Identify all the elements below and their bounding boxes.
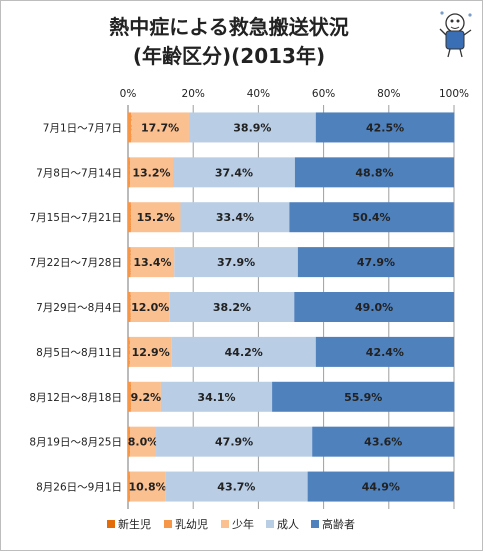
- bar-segment-2: [130, 202, 181, 233]
- bar-segment-3: [180, 202, 290, 233]
- bar-segment-1: [128, 381, 131, 412]
- data-label: 37.9%: [217, 256, 255, 269]
- bar-segment-4: [315, 112, 455, 143]
- data-label: 17.7%: [141, 121, 179, 134]
- bar-segment-4: [307, 471, 454, 502]
- data-label: 33.4%: [216, 211, 254, 224]
- data-label: 10.8%: [128, 481, 166, 494]
- category-label: 7月22日～7月28日: [29, 257, 122, 269]
- bar-segment-2: [129, 471, 166, 502]
- category-label: 8月26日～9月1日: [36, 482, 122, 494]
- data-label: 43.6%: [364, 436, 402, 449]
- data-label: 13.2%: [132, 166, 170, 179]
- category-label: 8月5日～8月11日: [36, 347, 122, 359]
- bar-segment-1: [128, 202, 131, 233]
- data-label: 9.2%: [131, 391, 162, 404]
- bar-segment-3: [172, 157, 295, 188]
- bar-segment-1: [128, 426, 130, 457]
- legend-swatch: [311, 520, 319, 528]
- x-tick-label: 20%: [182, 88, 205, 100]
- data-label: 55.9%: [344, 391, 382, 404]
- data-label: 37.4%: [215, 166, 253, 179]
- x-tick-label: 80%: [377, 88, 400, 100]
- bar-segment-2: [129, 157, 173, 188]
- bar-segment-4: [272, 381, 455, 412]
- data-label: 12.9%: [132, 346, 170, 359]
- bar-segment-3: [169, 292, 295, 322]
- data-label: 42.5%: [366, 121, 404, 134]
- bar-segment-3: [165, 471, 308, 502]
- legend-label: 少年: [232, 517, 254, 531]
- bar-segment-2: [129, 336, 172, 367]
- bar-segment-1: [128, 112, 132, 143]
- x-tick-label: 100%: [439, 88, 469, 100]
- bar-segment-3: [174, 247, 298, 278]
- category-label: 8月19日～8月25日: [29, 437, 122, 449]
- bar-segment-1: [128, 336, 130, 367]
- bar-segment-2: [130, 381, 161, 412]
- bar-segment-1: [128, 471, 130, 502]
- plot-area: 0%20%40%60%80%100%7月1日～7月7日0.0%1.0%17.7%…: [29, 88, 469, 509]
- bar-segment-1: [128, 157, 130, 188]
- data-label: 47.9%: [357, 256, 395, 269]
- category-label: 7月15日～7月21日: [29, 212, 122, 224]
- bar-segment-4: [315, 336, 454, 367]
- bar-segment-2: [130, 247, 175, 278]
- mascot-icon: [439, 11, 472, 58]
- data-label: 48.8%: [355, 166, 393, 179]
- chart-title-line2: (年齢区分)(2013年): [133, 44, 325, 68]
- legend-label: 新生児: [118, 517, 151, 531]
- data-label: 38.9%: [233, 121, 271, 134]
- bar-segment-3: [171, 336, 316, 367]
- bar-segment-1: [128, 292, 131, 322]
- data-label: 50.4%: [352, 211, 390, 224]
- x-tick-label: 60%: [312, 88, 335, 100]
- bar-segment-3: [160, 381, 273, 412]
- data-label: 42.4%: [366, 346, 404, 359]
- bar-segment-4: [289, 202, 454, 233]
- x-tick-label: 40%: [247, 88, 270, 100]
- data-label: 43.7%: [217, 481, 255, 494]
- data-label: 13.4%: [133, 256, 171, 269]
- legend-swatch: [107, 520, 115, 528]
- bar-segment-4: [294, 157, 454, 188]
- data-label: 34.1%: [197, 391, 235, 404]
- legend-label: 乳幼児: [175, 518, 208, 531]
- legend: 新生児 乳幼児 少年 成人 高齢者: [107, 517, 355, 531]
- data-label: 8.0%: [128, 436, 159, 449]
- legend-swatch: [164, 520, 172, 528]
- legend-label: 高齢者: [322, 517, 355, 531]
- legend-swatch: [221, 520, 229, 528]
- data-label: 44.9%: [362, 481, 400, 494]
- data-label: 49.0%: [355, 301, 393, 314]
- chart-title-line1: 熱中症による救急搬送状況: [109, 15, 348, 39]
- data-label: 38.2%: [213, 301, 251, 314]
- bar-segment-4: [312, 426, 455, 457]
- bar-segment-2: [131, 112, 189, 143]
- legend-swatch: [266, 520, 274, 528]
- x-tick-label: 0%: [120, 88, 137, 100]
- bar-segment-3: [156, 426, 313, 457]
- category-label: 8月12日～8月18日: [29, 392, 122, 404]
- bar-segment-4: [294, 292, 454, 322]
- data-label: 47.9%: [215, 436, 253, 449]
- bar-segment-3: [188, 112, 316, 143]
- data-label: 44.2%: [225, 346, 263, 359]
- legend-label: 成人: [277, 518, 299, 531]
- data-label: 15.2%: [137, 211, 175, 224]
- category-label: 7月29日～8月4日: [36, 302, 122, 314]
- bar-segment-4: [297, 247, 454, 278]
- bar-segment-1: [128, 247, 131, 278]
- bar-segment-2: [130, 292, 170, 322]
- category-label: 7月8日～7月14日: [36, 167, 122, 179]
- bar-segment-2: [129, 426, 157, 457]
- data-label: 12.0%: [131, 301, 169, 314]
- category-label: 7月1日～7月7日: [43, 122, 122, 134]
